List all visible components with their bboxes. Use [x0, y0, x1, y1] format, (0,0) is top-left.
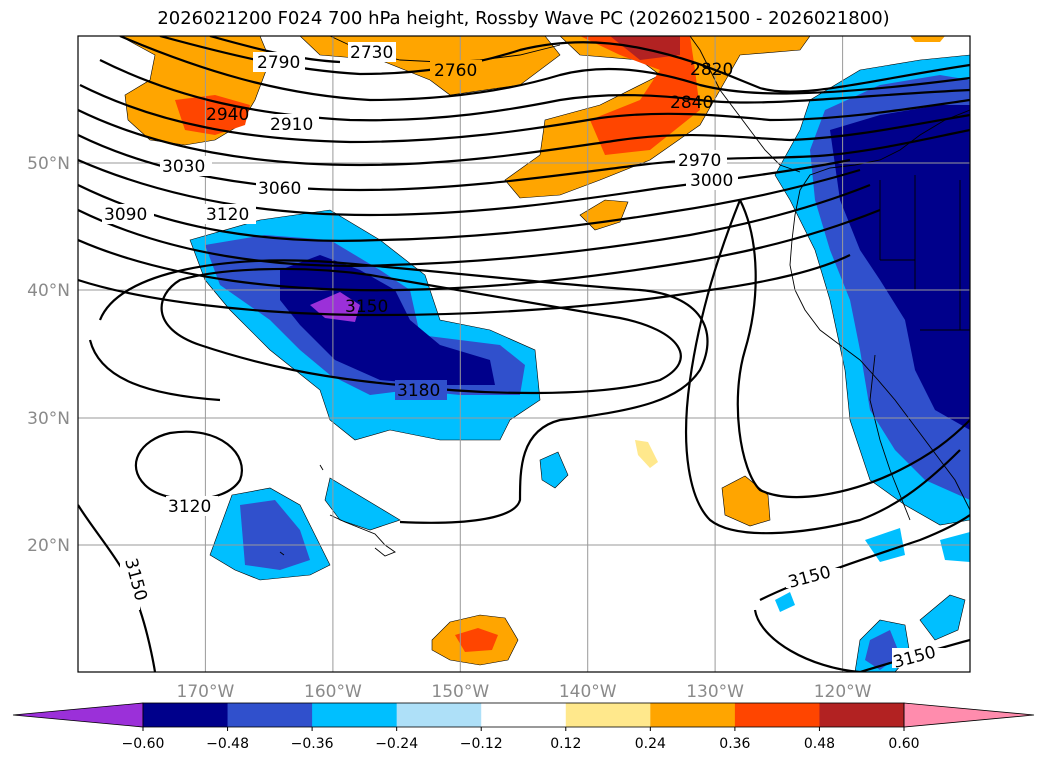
map-title: 2026021200 F024 700 hPa height, Rossby W…	[157, 8, 890, 29]
lon-tick-label: 120°W	[814, 682, 872, 702]
colorbar-ticks: −0.60 −0.48 −0.36 −0.24 −0.12 0.12 0.24 0.36 0.4…	[122, 727, 920, 752]
height-contours	[78, 36, 970, 672]
positive-anomaly-shading	[119, 36, 945, 666]
lon-tick-label: 160°W	[304, 682, 362, 702]
colorbar-tick-label: −0.48	[206, 736, 249, 752]
lat-tick-label: 50°N	[27, 154, 70, 174]
colorbar-bin	[650, 703, 736, 727]
lon-tick-label: 140°W	[559, 682, 617, 702]
contour-labels: 2730 2790 2760 2820 2840 2940 2910 2970 …	[102, 42, 946, 672]
colorbar-outline	[142, 702, 905, 728]
contour-label: 3150	[345, 297, 388, 317]
lon-tick-label: 130°W	[686, 682, 744, 702]
contour-label: 2940	[206, 105, 249, 125]
lat-tick-label: 40°N	[27, 281, 70, 301]
colorbar-bins	[143, 703, 905, 727]
contour-label: 3180	[397, 381, 440, 401]
colorbar-extend-low	[12, 702, 144, 728]
colorbar-tick-label: 0.48	[804, 736, 835, 752]
colorbar-bin	[819, 703, 905, 727]
contour-label: 2910	[270, 115, 313, 135]
colorbar-tick-label: −0.36	[291, 736, 334, 752]
contour-label: 3060	[258, 179, 301, 199]
contour-label: 3120	[206, 205, 249, 225]
contour-label: 2760	[434, 61, 477, 81]
map-panel: 2730 2790 2760 2820 2840 2940 2910 2970 …	[78, 36, 970, 672]
lat-tick-label: 30°N	[27, 409, 70, 429]
contour-label: 3030	[162, 157, 205, 177]
colorbar-tick-label: 0.24	[635, 736, 666, 752]
colorbar-tick-label: −0.60	[122, 736, 165, 752]
lon-tick-label: 150°W	[431, 682, 489, 702]
contour-label: 2840	[670, 93, 713, 113]
colorbar-bin	[481, 703, 567, 727]
colorbar-tick-label: 0.36	[719, 736, 750, 752]
contour-label: 3000	[690, 171, 733, 191]
colorbar-bin	[565, 703, 651, 727]
colorbar: −0.60 −0.48 −0.36 −0.24 −0.12 0.12 0.24 0.36 0.4…	[12, 702, 1035, 752]
contour-label: 3120	[168, 497, 211, 517]
colorbar-bin	[143, 703, 229, 727]
colorbar-extend-high	[903, 702, 1035, 728]
colorbar-bin	[312, 703, 398, 727]
colorbar-bin	[396, 703, 482, 727]
lon-tick-label: 170°W	[177, 682, 235, 702]
contour-label: 2730	[350, 43, 393, 63]
colorbar-bin	[734, 703, 820, 727]
colorbar-tick-label: 0.60	[888, 736, 919, 752]
contour-label: 2970	[678, 151, 721, 171]
contour-label: 2820	[690, 60, 733, 80]
map-frame	[77, 35, 971, 673]
colorbar-tick-label: −0.12	[460, 736, 503, 752]
colorbar-tick-label: 0.12	[550, 736, 581, 752]
colorbar-tick-label: −0.24	[375, 736, 418, 752]
lat-tick-label: 20°N	[27, 536, 70, 556]
colorbar-bin	[227, 703, 313, 727]
lat-tick-labels: 20°N 30°N 40°N 50°N	[27, 154, 70, 556]
contour-label: 3090	[104, 205, 147, 225]
lon-tick-labels: 170°W 160°W 150°W 140°W 130°W 120°W	[177, 682, 872, 702]
contour-label: 2790	[257, 53, 300, 73]
